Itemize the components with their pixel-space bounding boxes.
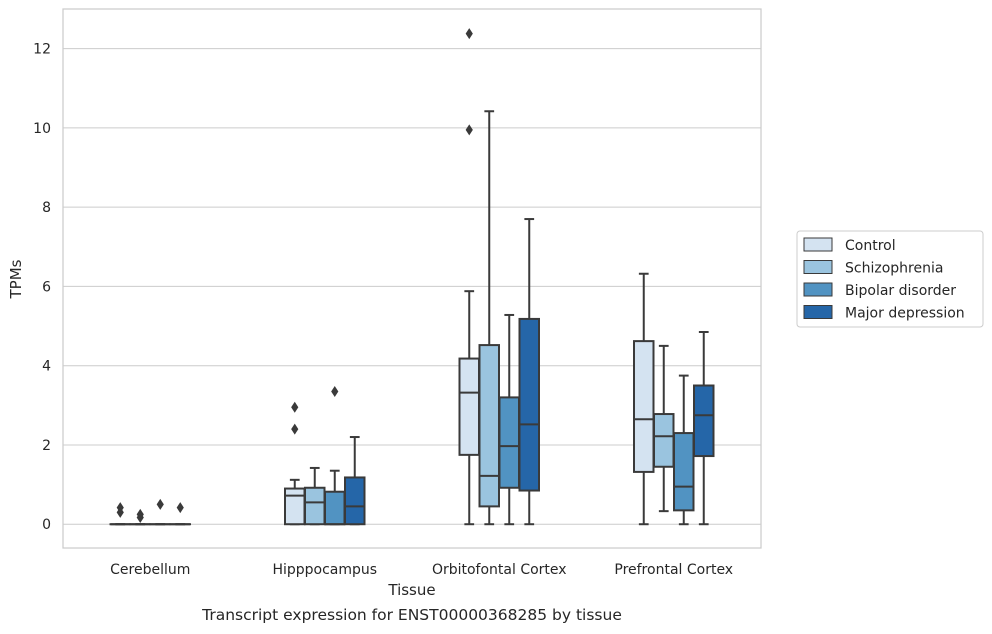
gridlines: [63, 48, 761, 525]
legend-label: Major depression: [845, 306, 965, 322]
box-group: [498, 313, 520, 526]
box-group: [284, 401, 306, 526]
box-group: [304, 466, 326, 526]
y-tick-label: 8: [42, 200, 51, 216]
box: [304, 486, 326, 526]
outlier-point: [116, 502, 124, 514]
box-group: [693, 331, 715, 526]
box-group: [633, 272, 655, 526]
box: [673, 432, 695, 512]
outlier-point: [291, 401, 299, 413]
box: [324, 490, 346, 526]
box: [458, 357, 480, 456]
legend-swatch: [803, 282, 833, 297]
y-tick-label: 10: [33, 121, 51, 137]
box-group: [109, 502, 131, 526]
legend: Control Schizophrenia Bipolar disorder Majo…: [796, 230, 984, 328]
x-tick-label: Cerebellum: [110, 562, 190, 578]
axes: 0 2 4 6 8 10 12 Cerebellum Hipppocampus Orbitofon…: [33, 42, 733, 578]
legend-label: Control: [845, 238, 896, 254]
outlier-point: [465, 124, 473, 136]
outlier-point: [156, 498, 164, 510]
y-tick-label: 4: [42, 359, 51, 375]
legend-label: Bipolar disorder: [845, 283, 956, 299]
box: [478, 344, 500, 508]
box: [693, 384, 715, 458]
box: [518, 317, 540, 492]
box-group: [518, 218, 540, 526]
box-group: [478, 110, 500, 526]
box-group: [344, 436, 366, 526]
x-tick-label: Hipppocampus: [272, 562, 377, 578]
box: [284, 487, 306, 526]
outlier-point: [176, 502, 184, 514]
box-group: [149, 498, 171, 526]
box: [653, 413, 675, 468]
outlier-point: [331, 385, 339, 397]
legend-frame: [796, 230, 984, 328]
y-tick-label: 6: [42, 279, 51, 295]
outlier-point: [291, 423, 299, 435]
plot-frame: [62, 8, 762, 549]
outlier-point: [136, 508, 144, 520]
x-tick-label: Prefrontal Cortex: [614, 562, 733, 578]
x-axis-title: Tissue: [387, 581, 435, 599]
legend-label: Schizophrenia: [845, 261, 943, 277]
box-group: [673, 374, 695, 526]
figure-caption: Transcript expression for ENST0000036828…: [202, 606, 622, 624]
x-tick-label: Orbitofontal Cortex: [432, 562, 567, 578]
legend-swatch: [803, 237, 833, 252]
box-plots: [109, 28, 715, 526]
y-tick-label: 0: [42, 517, 51, 533]
box-group: [458, 28, 480, 526]
y-tick-label: 2: [42, 438, 51, 454]
outlier-point: [465, 28, 473, 40]
y-axis-title: TPMs: [7, 259, 25, 299]
legend-swatch: [803, 305, 833, 319]
legend-swatch: [803, 260, 833, 274]
box: [344, 476, 366, 526]
box: [498, 396, 520, 489]
box-group: [129, 508, 151, 526]
box-group: [169, 502, 191, 526]
box-group: [324, 385, 346, 526]
box: [633, 340, 655, 473]
box-group: [653, 344, 675, 513]
y-tick-label: 12: [33, 42, 51, 58]
